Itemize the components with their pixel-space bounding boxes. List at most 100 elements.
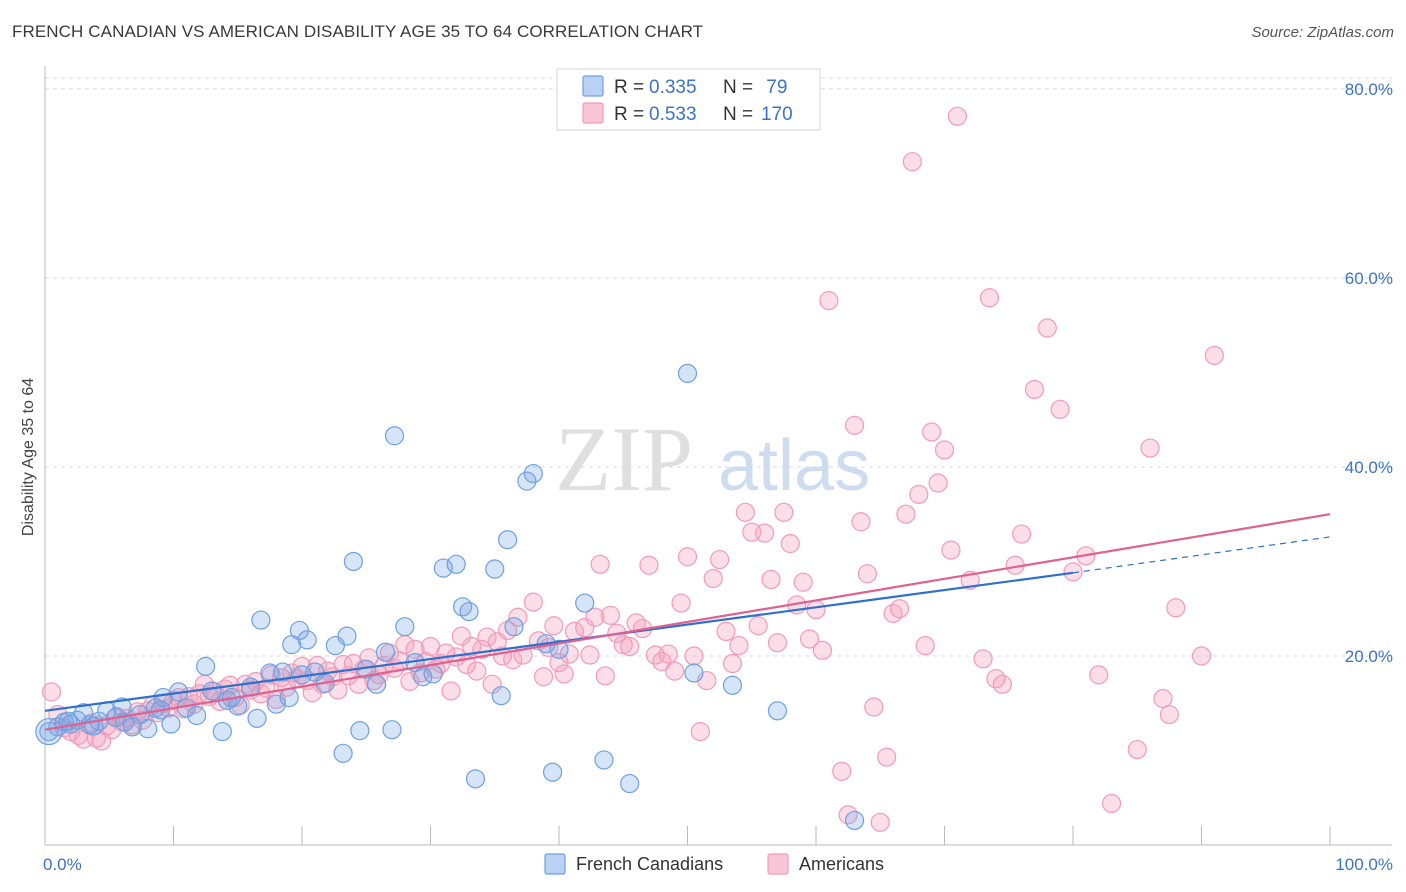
french-canadians-points — [35, 363, 865, 831]
data-point — [902, 152, 922, 172]
data-point — [896, 504, 916, 524]
y-tick-label: 20.0% — [1345, 647, 1393, 666]
legend-r-label-pink: R = — [614, 104, 644, 125]
trend-lines — [44, 513, 1331, 731]
data-point — [1166, 598, 1186, 618]
data-point — [212, 721, 232, 742]
data-point — [395, 617, 415, 637]
gridlines — [45, 77, 1392, 657]
data-point — [690, 721, 710, 742]
data-point — [915, 635, 935, 656]
data-point — [1024, 379, 1045, 400]
data-point — [600, 605, 621, 625]
data-point — [761, 569, 781, 590]
data-point — [161, 714, 181, 734]
legend-r-value-pink: 0.533 — [649, 104, 697, 125]
y-tick-labels: 20.0% 40.0% 60.0% 80.0% — [1345, 80, 1393, 666]
data-point — [594, 750, 614, 770]
data-point — [1127, 739, 1147, 760]
data-point — [677, 363, 698, 383]
data-point — [735, 502, 755, 522]
data-point — [533, 667, 554, 687]
data-point — [451, 626, 471, 646]
data-point — [485, 559, 505, 579]
legend-n-label-pink: N = — [723, 104, 753, 125]
data-point — [559, 644, 579, 664]
data-point — [844, 415, 865, 435]
trend-line-pink — [44, 513, 1331, 731]
data-point — [590, 554, 610, 574]
y-tick-label: 60.0% — [1345, 269, 1393, 288]
data-point — [1063, 562, 1083, 582]
data-point — [703, 568, 723, 589]
trend-extension-blue — [1072, 536, 1331, 574]
data-point — [754, 523, 775, 543]
data-point — [333, 743, 353, 763]
data-point — [793, 572, 813, 592]
data-point — [620, 636, 640, 657]
data-point — [247, 708, 267, 728]
data-point — [138, 719, 158, 739]
data-point — [857, 564, 878, 584]
trend-line-blue — [44, 571, 1074, 712]
data-point — [973, 649, 993, 669]
legend-n-value-blue: 79 — [761, 77, 787, 98]
data-point — [684, 646, 704, 666]
data-point — [382, 720, 402, 740]
data-point — [864, 697, 884, 717]
data-point — [297, 630, 317, 650]
data-point — [729, 635, 749, 656]
data-point — [187, 705, 207, 726]
data-point — [780, 533, 800, 554]
legend-swatch-blue — [582, 75, 604, 97]
y-axis-label: Disability Age 35 to 64 — [20, 378, 37, 536]
data-point — [542, 762, 563, 782]
data-point — [1037, 318, 1057, 338]
data-point — [467, 661, 487, 681]
data-point — [851, 512, 871, 532]
data-point — [877, 747, 897, 767]
data-point — [934, 440, 955, 460]
data-point — [333, 654, 353, 675]
data-point — [1101, 793, 1122, 814]
data-point — [922, 422, 942, 442]
data-point — [722, 675, 743, 695]
data-point — [73, 703, 94, 723]
legend-swatch-pink — [582, 102, 604, 124]
data-point — [716, 621, 736, 642]
data-point — [350, 721, 370, 741]
data-point — [677, 547, 698, 567]
data-point — [684, 663, 704, 683]
watermark-zip: ZIP — [555, 408, 693, 510]
x-tick-label: 100.0% — [1335, 855, 1393, 874]
series-legend-americans: Americans — [799, 854, 884, 874]
data-point — [774, 502, 794, 522]
legend-r-label-blue: R = — [614, 77, 644, 98]
data-point — [595, 666, 615, 686]
americans-points — [41, 106, 1224, 832]
watermark-atlas: atlas — [718, 426, 870, 506]
data-point — [1089, 665, 1109, 685]
data-point — [870, 812, 890, 832]
data-point — [554, 664, 574, 684]
data-point — [343, 551, 363, 572]
data-point — [517, 471, 537, 491]
data-point — [1011, 524, 1032, 544]
data-point — [423, 664, 443, 684]
data-point — [710, 549, 730, 570]
x-tick-labels: 0.0% 100.0% — [43, 855, 1393, 874]
series-legend: French Canadians Americans — [544, 853, 884, 875]
data-point — [366, 674, 387, 694]
data-point — [1050, 399, 1070, 419]
data-point — [748, 616, 768, 636]
data-point — [767, 701, 788, 721]
data-point — [665, 661, 685, 681]
watermark: ZIP atlas — [555, 408, 870, 510]
data-point — [491, 686, 511, 706]
data-point — [639, 555, 659, 575]
data-point — [384, 426, 405, 446]
data-point — [909, 484, 929, 504]
data-point — [508, 607, 528, 627]
source-credit: Source: ZipAtlas.com — [1251, 24, 1394, 41]
